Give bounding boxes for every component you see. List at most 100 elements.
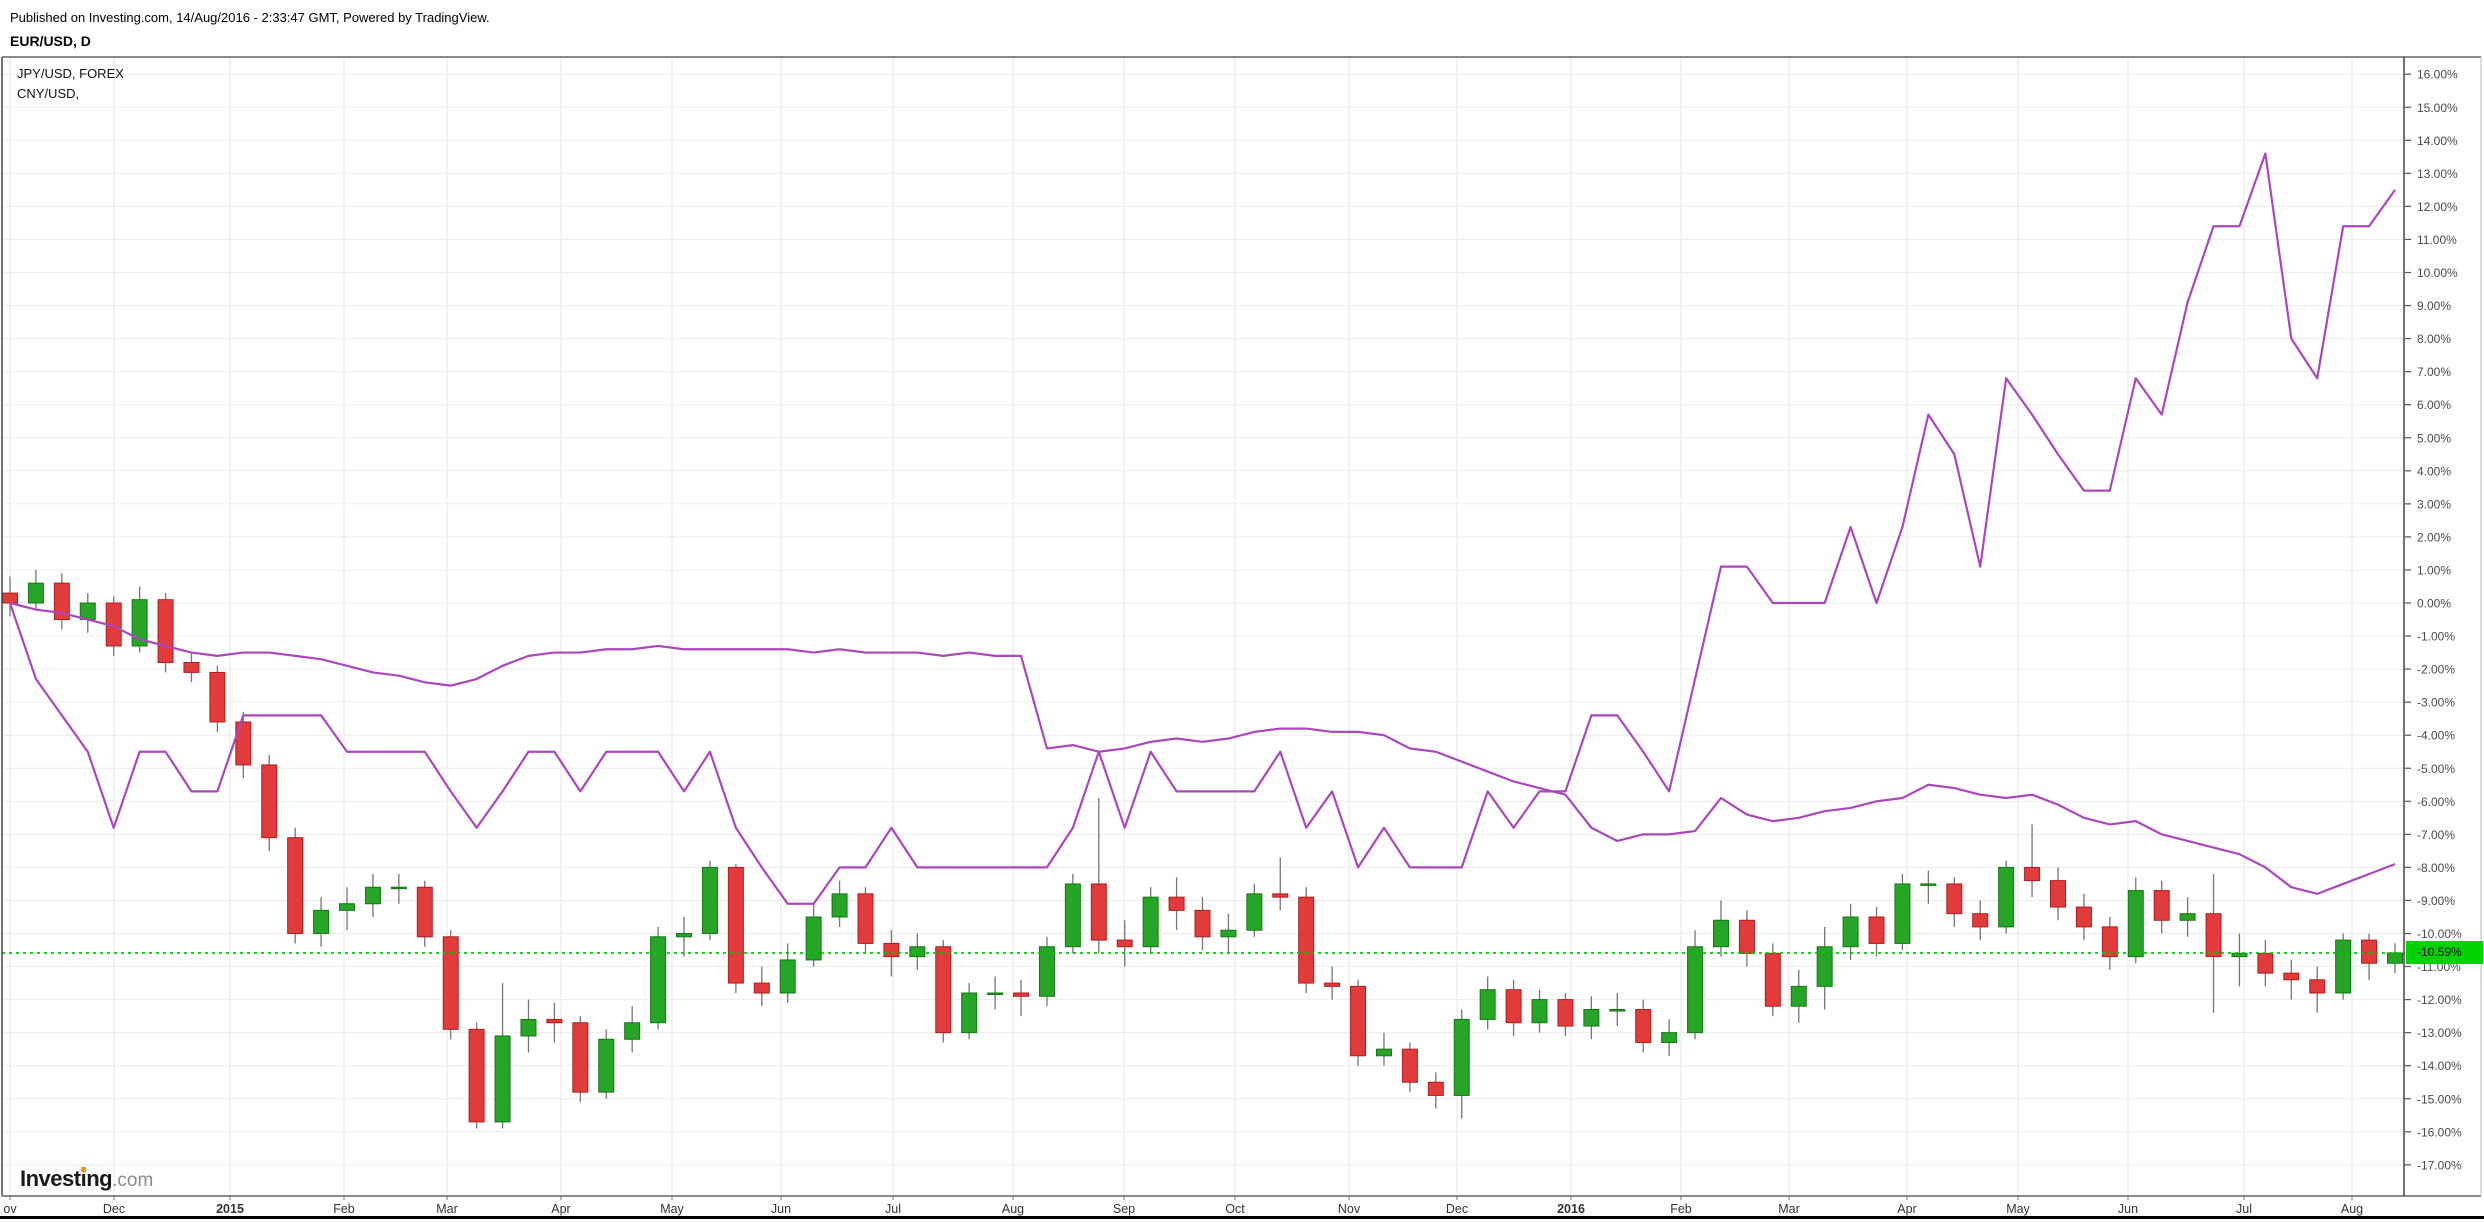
y-axis-label: 4.00%: [2417, 464, 2451, 478]
candle-up: [131, 599, 148, 647]
x-axis-label: Oct: [1225, 1202, 1245, 1216]
investing-logo: Investing.com: [20, 1166, 154, 1191]
candle-up: [1687, 946, 1704, 1034]
x-axis-label: 2015: [216, 1202, 244, 1216]
y-axis-label: -14.00%: [2417, 1059, 2462, 1073]
candle-up: [520, 1018, 537, 1037]
y-axis-label: 10.00%: [2417, 266, 2458, 280]
candle-down: [2024, 866, 2041, 882]
y-axis-label: 16.00%: [2417, 68, 2458, 82]
candle-up: [598, 1038, 615, 1093]
y-axis-label: 1.00%: [2417, 563, 2451, 577]
y-axis-label: -4.00%: [2417, 729, 2455, 743]
candle-down: [1116, 939, 1133, 948]
y-axis-label: -10.00%: [2417, 927, 2462, 941]
x-axis-label: Sep: [1113, 1202, 1135, 1216]
last-price-label: -10.59%: [2406, 941, 2483, 964]
candle-down: [857, 893, 874, 944]
candle-down: [416, 886, 433, 938]
candle-down: [1427, 1081, 1444, 1096]
candle-down: [209, 671, 226, 723]
candle-down: [1324, 982, 1341, 987]
candle-up: [2179, 913, 2196, 921]
y-axis[interactable]: 16.00% 15.00% 14.00% 13.00% 12.00% 11.00% 10.0…: [2405, 68, 2462, 1173]
candle-up: [1246, 893, 1263, 931]
y-axis-label: 12.00%: [2417, 200, 2458, 214]
candle-down: [1946, 883, 1963, 915]
candle-up: [1816, 946, 1833, 987]
candle-down: [2309, 979, 2326, 994]
candle-up: [1220, 929, 1237, 938]
candle-down: [2205, 913, 2222, 958]
candle-down: [1194, 909, 1211, 938]
x-axis-label: Aug: [2341, 1202, 2363, 1216]
candle-down: [1738, 919, 1755, 954]
y-axis-label: -15.00%: [2417, 1092, 2462, 1106]
x-axis-label: Jul: [2236, 1202, 2252, 1216]
candle-up: [1842, 916, 1859, 948]
candle-up: [1998, 866, 2015, 928]
candle-up: [2231, 952, 2248, 958]
candle-down: [2257, 952, 2274, 974]
x-axis-label: Jun: [771, 1202, 791, 1216]
y-axis-label: 9.00%: [2417, 299, 2451, 313]
candle-up: [364, 886, 381, 905]
candle-down: [2101, 926, 2118, 958]
candle-down: [1557, 999, 1574, 1027]
y-axis-label: -1.00%: [2417, 630, 2455, 644]
candle-up: [1531, 999, 1548, 1024]
x-axis[interactable]: ov Dec 2015 Feb Mar Apr May Jun Jul Aug Sep Oct Nov D…: [3, 1196, 2363, 1216]
y-axis-label: -5.00%: [2417, 762, 2455, 776]
x-axis-label: Apr: [551, 1202, 570, 1216]
line-series-jpy-usd: [8, 152, 2396, 905]
candle-up: [1038, 946, 1055, 997]
candle-down: [287, 837, 304, 935]
x-axis-label: Dec: [103, 1202, 125, 1216]
x-axis-label: Mar: [436, 1202, 458, 1216]
candle-up: [909, 946, 926, 958]
candle-down: [727, 866, 744, 984]
x-axis-label: Aug: [1002, 1202, 1024, 1216]
y-axis-label: -3.00%: [2417, 696, 2455, 710]
candle-down: [1350, 985, 1367, 1057]
x-axis-label: May: [660, 1202, 684, 1216]
candle-down: [883, 942, 900, 958]
symbol-title: EUR/USD, D: [10, 33, 91, 49]
gridlines: [2, 57, 2404, 1196]
y-axis-label: -2.00%: [2417, 663, 2455, 677]
candle-down: [2153, 890, 2170, 921]
logo-suffix: .com: [112, 1170, 154, 1191]
candle-down: [235, 721, 252, 766]
x-axis-label: Dec: [1446, 1202, 1468, 1216]
y-axis-label: -6.00%: [2417, 795, 2455, 809]
y-axis-label: 5.00%: [2417, 431, 2451, 445]
y-axis-label: 15.00%: [2417, 101, 2458, 115]
candle-up: [2335, 939, 2352, 994]
x-axis-label: 2016: [1557, 1202, 1585, 1216]
candle-down: [1972, 913, 1989, 928]
candle-up: [1453, 1018, 1470, 1096]
y-axis-label: -17.00%: [2417, 1158, 2462, 1172]
y-axis-label: -7.00%: [2417, 828, 2455, 842]
y-axis-label: 0.00%: [2417, 597, 2451, 611]
candle-up: [624, 1022, 641, 1040]
candle-down: [2075, 906, 2092, 928]
candle-up: [390, 886, 407, 890]
candle-down: [1013, 992, 1030, 997]
candle-up: [2387, 952, 2403, 964]
candle-up: [1375, 1048, 1392, 1057]
y-axis-label: -12.00%: [2417, 993, 2462, 1007]
candle-up: [1920, 883, 1937, 886]
candle-down: [1635, 1009, 1652, 1044]
candle-up: [1609, 1009, 1626, 1012]
candle-down: [1868, 916, 1885, 944]
candle-up: [27, 582, 44, 604]
candle-down: [2, 592, 18, 604]
x-axis-label: May: [2006, 1202, 2030, 1216]
y-axis-label: 11.00%: [2417, 233, 2457, 247]
candle-down: [183, 661, 200, 673]
candle-up: [1712, 919, 1729, 948]
y-axis-label: 2.00%: [2417, 530, 2451, 544]
